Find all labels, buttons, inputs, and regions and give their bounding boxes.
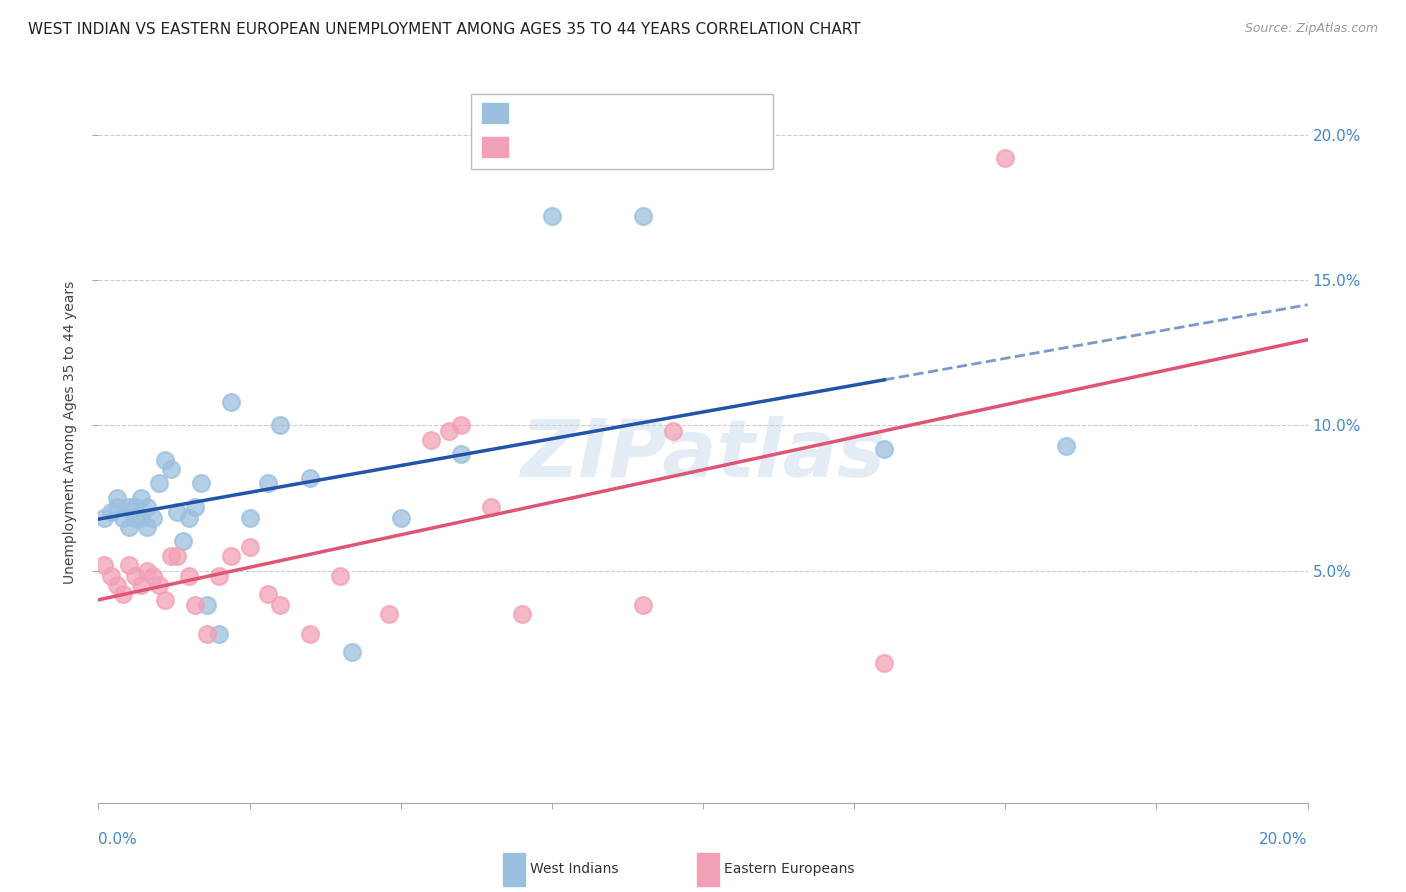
Point — [153, 592, 176, 607]
Point — [179, 569, 201, 583]
Point — [118, 520, 141, 534]
Text: 20.0%: 20.0% — [1260, 832, 1308, 847]
Point — [269, 418, 291, 433]
Point — [342, 645, 364, 659]
Text: 0.192: 0.192 — [561, 104, 613, 122]
Point — [148, 578, 170, 592]
Bar — [697, 853, 718, 886]
Point — [873, 657, 896, 671]
Point — [124, 569, 146, 583]
Point — [166, 549, 188, 563]
Point — [437, 424, 460, 438]
Point — [135, 520, 157, 534]
Point — [510, 607, 533, 621]
Point — [329, 569, 352, 583]
Text: West Indians: West Indians — [530, 863, 619, 877]
Point — [208, 569, 231, 583]
Point — [299, 627, 322, 641]
Point — [420, 433, 443, 447]
Text: 36: 36 — [659, 104, 685, 122]
Text: 0.0%: 0.0% — [98, 832, 138, 847]
Point — [256, 476, 278, 491]
Point — [172, 534, 194, 549]
Point — [873, 442, 896, 456]
Bar — [503, 853, 526, 886]
Point — [160, 462, 183, 476]
Text: Eastern Europeans: Eastern Europeans — [724, 863, 853, 877]
Point — [105, 491, 128, 505]
Point — [135, 500, 157, 514]
Point — [166, 506, 188, 520]
Point — [221, 395, 243, 409]
Point — [100, 506, 122, 520]
Point — [93, 511, 115, 525]
Text: R =: R = — [522, 104, 561, 122]
Point — [124, 511, 146, 525]
Point — [118, 500, 141, 514]
Point — [129, 578, 152, 592]
Point — [389, 511, 412, 525]
Point — [450, 418, 472, 433]
Point — [93, 558, 115, 572]
Point — [631, 599, 654, 613]
Point — [256, 587, 278, 601]
Point — [142, 569, 165, 583]
Text: ZIPatlas: ZIPatlas — [520, 416, 886, 494]
Text: 0.471: 0.471 — [561, 138, 613, 156]
Point — [239, 541, 262, 555]
Point — [195, 627, 218, 641]
Text: N =: N = — [613, 138, 665, 156]
Text: N =: N = — [613, 104, 665, 122]
Point — [160, 549, 183, 563]
Point — [661, 424, 683, 438]
Text: R =: R = — [522, 138, 561, 156]
Point — [148, 476, 170, 491]
Point — [299, 470, 322, 484]
Point — [184, 500, 207, 514]
Point — [118, 558, 141, 572]
Point — [221, 549, 243, 563]
Text: Source: ZipAtlas.com: Source: ZipAtlas.com — [1244, 22, 1378, 36]
Y-axis label: Unemployment Among Ages 35 to 44 years: Unemployment Among Ages 35 to 44 years — [63, 281, 77, 584]
Point — [105, 578, 128, 592]
Point — [540, 210, 562, 224]
Point — [129, 491, 152, 505]
Point — [269, 599, 291, 613]
Point — [111, 511, 134, 525]
Point — [129, 511, 152, 525]
Point — [1054, 439, 1077, 453]
Point — [111, 587, 134, 601]
Text: 33: 33 — [659, 138, 685, 156]
Point — [195, 599, 218, 613]
Point — [994, 151, 1017, 165]
Point — [124, 500, 146, 514]
Point — [100, 569, 122, 583]
Point — [239, 511, 262, 525]
Point — [377, 607, 399, 621]
Point — [179, 511, 201, 525]
Point — [190, 476, 212, 491]
Point — [450, 447, 472, 461]
Point — [142, 511, 165, 525]
Point — [208, 627, 231, 641]
Point — [481, 500, 503, 514]
Point — [153, 453, 176, 467]
Text: WEST INDIAN VS EASTERN EUROPEAN UNEMPLOYMENT AMONG AGES 35 TO 44 YEARS CORRELATI: WEST INDIAN VS EASTERN EUROPEAN UNEMPLOY… — [28, 22, 860, 37]
Point — [184, 599, 207, 613]
Point — [135, 564, 157, 578]
Point — [631, 210, 654, 224]
Point — [105, 500, 128, 514]
